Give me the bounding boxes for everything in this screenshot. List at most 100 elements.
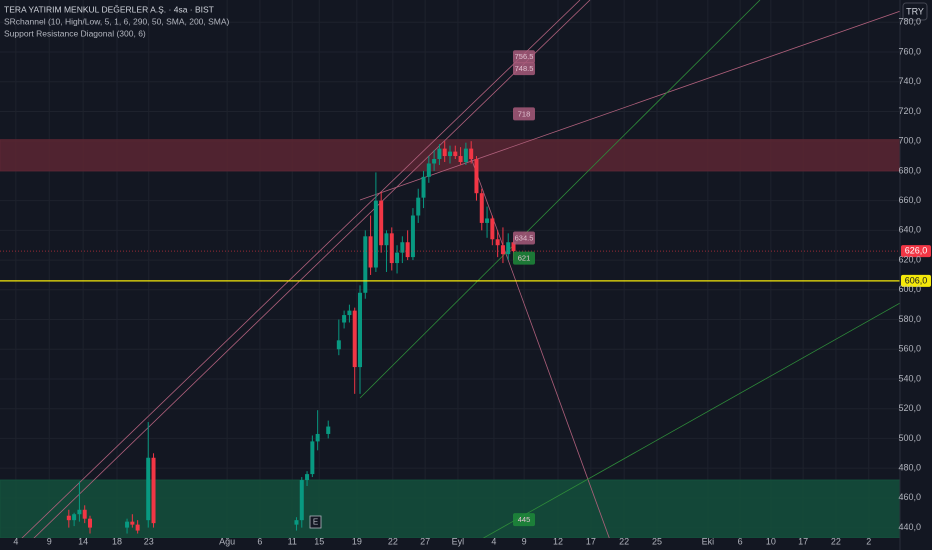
candle-body <box>469 148 474 160</box>
level-label: 748.5 <box>515 64 534 73</box>
candle-body <box>511 242 516 252</box>
indicator-label: SRchannel (10, High/Low, 5, 1, 6, 290, 5… <box>4 16 230 26</box>
y-tick-label: 560,0 <box>898 344 921 354</box>
x-tick-label: 17 <box>798 536 808 546</box>
candle-body <box>395 252 400 264</box>
sr-zone <box>0 479 900 538</box>
candle-body <box>500 245 505 255</box>
candle-body <box>326 426 331 434</box>
candle-body <box>453 151 458 157</box>
x-tick-label: 2 <box>866 536 871 546</box>
indicator-label: Support Resistance Diagonal (300, 6) <box>4 28 146 38</box>
candle-body <box>490 218 495 240</box>
candle-body <box>88 518 92 528</box>
candle-body <box>125 521 130 528</box>
trend-line <box>359 10 900 201</box>
candle-body <box>458 156 463 162</box>
currency-button[interactable] <box>902 2 928 21</box>
candle-body <box>463 148 468 162</box>
candle-body <box>342 315 347 323</box>
candle-body <box>485 218 490 223</box>
y-tick-label: 460,0 <box>898 492 921 502</box>
candle-body <box>299 480 304 521</box>
candle-body <box>368 236 373 268</box>
x-tick-label: 6 <box>257 536 262 546</box>
x-tick-label: 10 <box>766 536 776 546</box>
y-tick-label: 680,0 <box>898 165 921 175</box>
candle-body <box>315 433 320 442</box>
y-tick-label: 600,0 <box>898 284 921 294</box>
y-tick-label: 500,0 <box>898 433 921 443</box>
x-tick-label: 9 <box>522 536 527 546</box>
level-label-box <box>513 107 535 121</box>
x-tick-label: Eki <box>702 536 715 546</box>
currency-label[interactable]: TRY <box>906 6 924 16</box>
trend-line <box>359 0 761 399</box>
candle-body <box>389 233 394 264</box>
candle-body <box>82 509 87 519</box>
y-tick-label: 640,0 <box>898 225 921 235</box>
candle-body <box>432 159 437 164</box>
x-tick-label: Eyl <box>452 536 465 546</box>
candle-body <box>400 242 405 253</box>
event-label[interactable]: E <box>313 518 318 527</box>
candle-body <box>294 520 299 525</box>
candle-body <box>410 215 415 258</box>
candle-body <box>352 310 357 368</box>
x-tick-label: 23 <box>144 536 154 546</box>
candle-body <box>358 292 362 368</box>
x-tick-label: 22 <box>831 536 841 546</box>
candle-body <box>474 159 479 194</box>
candle-body <box>437 148 442 160</box>
x-tick-label: 4 <box>13 536 18 546</box>
candle-body <box>416 197 421 216</box>
y-tick-label: 660,0 <box>898 195 921 205</box>
level-label-box <box>513 50 535 64</box>
x-tick-label: 15 <box>314 536 324 546</box>
level-label-box <box>513 231 535 245</box>
candle-body <box>405 242 410 258</box>
y-tick-label: 780,0 <box>898 17 921 27</box>
candle-body <box>479 193 484 223</box>
candle-body <box>305 474 310 481</box>
y-tick-label: 760,0 <box>898 46 921 56</box>
y-tick-label: 740,0 <box>898 76 921 86</box>
level-label-box <box>513 251 535 265</box>
y-tick-label: 520,0 <box>898 403 921 413</box>
y-tick-label: 540,0 <box>898 373 921 383</box>
candle-body <box>336 340 341 350</box>
level-label: 621 <box>518 254 531 263</box>
y-tick-label: 480,0 <box>898 463 921 473</box>
candle-body <box>495 239 500 246</box>
x-tick-label: 12 <box>553 536 563 546</box>
candle-body <box>442 148 447 157</box>
candle-body <box>77 509 82 515</box>
candle-body <box>146 457 151 521</box>
candle-body <box>426 163 431 177</box>
chart-title: TERA YATIRIM MENKUL DEĞERLER A.Ş. · 4sa … <box>4 4 214 14</box>
x-tick-label: 6 <box>738 536 743 546</box>
candle-body <box>421 176 426 198</box>
y-tick-label: 440,0 <box>898 522 921 532</box>
x-tick-label: 25 <box>652 536 662 546</box>
event-marker[interactable] <box>309 515 322 529</box>
x-tick-label: 18 <box>112 536 122 546</box>
trend-line <box>33 0 591 538</box>
candle-body <box>448 151 452 157</box>
price-tag <box>901 274 931 287</box>
candle-body <box>347 310 352 316</box>
candle-body <box>135 524 140 531</box>
x-tick-label: 19 <box>352 536 362 546</box>
x-tick-label: 9 <box>47 536 52 546</box>
x-tick-label: 14 <box>78 536 88 546</box>
candle-body <box>373 200 378 268</box>
candle-body <box>72 514 77 521</box>
y-tick-label: 720,0 <box>898 106 921 116</box>
level-label: 756.5 <box>515 52 534 61</box>
price-tag <box>901 245 931 258</box>
level-label-box <box>513 62 535 76</box>
price-tag-label: 626,0 <box>905 246 928 256</box>
price-tag-label: 606,0 <box>905 275 928 285</box>
